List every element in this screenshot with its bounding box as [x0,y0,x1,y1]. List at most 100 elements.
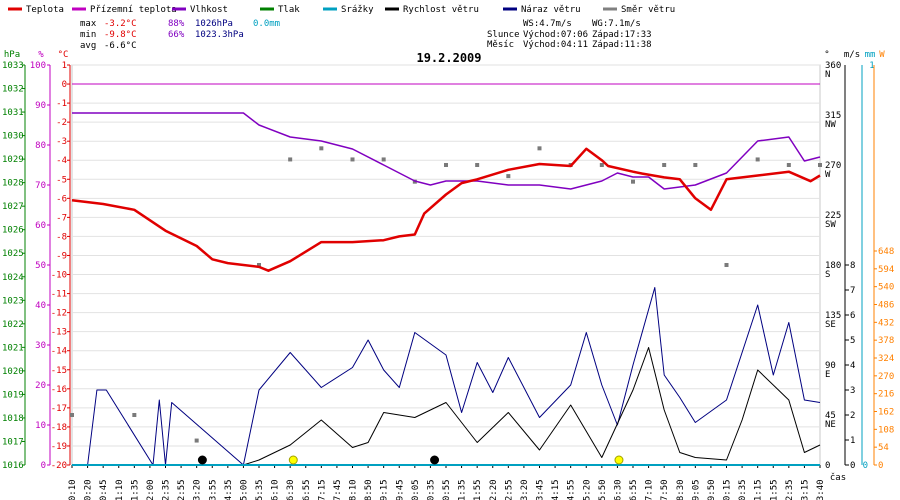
x-tick-label: 13:20 [520,479,530,500]
series-layer [70,83,822,466]
humidity-unit: % [38,50,44,60]
x-tick-label: 05:35 [255,479,265,500]
legend: Teplota Přízemní teplota Vlhkost Tlak Srážky… [8,5,675,15]
stat-max-label: max [80,19,97,29]
humidity-tick-label: 40 [35,301,46,311]
x-tick-label: 17:10 [645,479,655,500]
x-tick-label: 02:00 [146,479,156,500]
series-vlhkost [72,112,821,190]
temperature-tick-label: -7 [56,213,67,223]
legend-label: Přízemní teplota [90,5,177,15]
pressure-tick-label: 1029 [2,155,24,165]
humidity-tick-label: 60 [35,221,46,231]
humidity-tick-label: 20 [35,381,46,391]
x-tick-label: 20:15 [723,479,733,500]
wind-tick-label: 8 [850,261,855,271]
rain-scale-bottom: 0 [863,461,868,471]
direction-tick-label: 360 [825,61,841,71]
x-axis: 00:10 00:20 00:45 01:10 01:35 02:00 02:35 02:55… [68,465,826,500]
temperature-tick-label: -14 [51,347,67,357]
direction-tick-abbr: NE [825,420,836,430]
plot-frame [71,64,821,466]
x-tick-label: 07:45 [333,479,343,500]
x-tick-label: 10:55 [442,479,452,500]
temperature-tick-label: -17 [51,404,67,414]
pressure-unit: hPa [4,50,20,60]
x-tick-label: 23:15 [800,479,810,500]
direction-tick-label: 0 [825,461,830,471]
x-tick-label: 15:50 [598,479,608,500]
solar-tick-label: 54 [878,443,889,453]
wind-direction-point [537,146,542,151]
wind-direction-point [599,163,604,167]
pressure-tick-label: 1033 [2,61,24,71]
temperature-tick-label: -18 [51,423,67,433]
humidity-tick-label: 10 [35,421,46,431]
legend-label: Vlhkost [190,5,228,15]
legend-label: Směr větru [621,5,675,15]
temperature-tick-label: -13 [51,328,67,338]
wind-direction-point [693,163,698,167]
direction-tick-abbr: SW [825,220,836,230]
left-axes: 1033103210311030102910281027102610251024… [2,61,71,471]
x-tick-label: 10:05 [411,479,421,500]
x-tick-label: 05:00 [239,479,249,500]
wind-speed-avg: WS:4.7m/s [523,19,572,29]
pressure-tick-label: 1019 [2,390,24,400]
x-tick-label: 12:55 [504,479,514,500]
stat-avg-label: avg [80,41,96,51]
x-tick-label: 06:30 [286,479,296,500]
pressure-tick-label: 1020 [2,367,24,377]
x-tick-label: 16:55 [629,479,639,500]
wind-direction-point [132,413,137,417]
wind-tick-label: 3 [850,386,855,396]
stat-max-rain: 0.0mm [253,19,280,29]
wind-tick-label: 1 [850,436,855,446]
temperature-tick-label: -4 [56,156,67,166]
direction-tick-label: 90 [825,361,836,371]
wind-direction-point [288,157,293,162]
rain-scale-top: 1 [869,61,874,71]
direction-tick-abbr: W [825,170,831,180]
sunrise-icon [288,455,298,465]
moonset-icon [430,455,440,465]
solar-unit: W [879,50,885,60]
x-tick-label: 09:45 [395,479,405,500]
legend-label: Náraz větru [521,5,581,15]
pressure-tick-label: 1023 [2,296,24,306]
x-tick-label: 00:20 [84,479,94,500]
stat-min-hum: 66% [168,30,185,40]
x-tick-label: 18:30 [676,479,686,500]
sunset-icon [614,455,624,465]
pressure-tick-label: 1030 [2,132,24,142]
legend-label: Tlak [278,5,300,15]
wind-direction-point [818,163,822,167]
pressure-tick-label: 1022 [2,320,24,330]
x-tick-label: 11:55 [473,479,483,500]
pressure-tick-label: 1016 [2,461,24,471]
sun-label: Slunce [487,30,520,40]
humidity-tick-label: 0 [41,461,46,471]
wind-direction-point [631,179,635,184]
pressure-tick-label: 1017 [2,437,24,447]
humidity-tick-label: 90 [35,101,46,111]
pressure-tick-label: 1031 [2,108,24,118]
direction-tick-label: 225 [825,211,841,221]
humidity-tick-label: 100 [30,61,46,71]
direction-tick-label: 180 [825,261,841,271]
direction-tick-label: 45 [825,411,836,421]
solar-tick-label: 108 [878,425,894,435]
x-tick-label: 06:10 [271,479,281,500]
temperature-tick-label: 0 [62,80,67,90]
x-tick-label: 19:50 [707,479,717,500]
temperature-tick-label: -1 [56,99,67,109]
x-tick-label: 09:15 [380,479,390,500]
temperature-unit: °C [58,50,69,60]
x-tick-label: 06:55 [302,479,312,500]
x-tick-label: 10:35 [426,479,436,500]
wind-direction-point [724,263,729,267]
wind-direction-point [319,146,324,151]
x-tick-label: 22:35 [785,479,795,500]
wind-direction-point [786,163,791,167]
